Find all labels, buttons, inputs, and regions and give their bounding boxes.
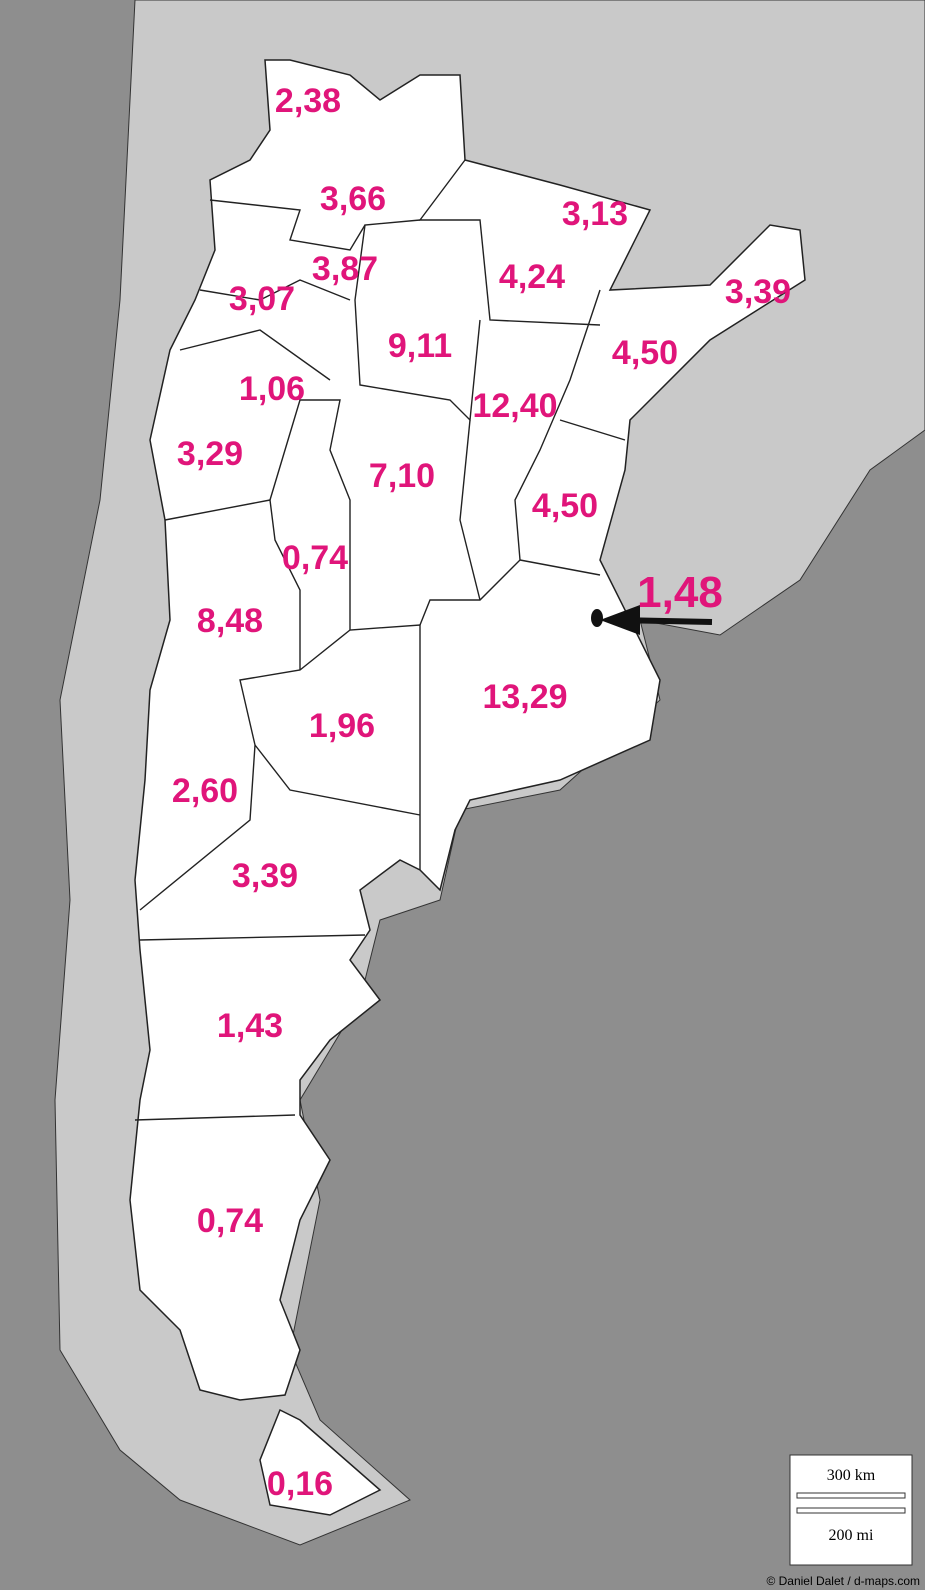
province-value: 2,60 xyxy=(172,772,238,810)
province-value: 1,43 xyxy=(217,1007,283,1045)
province-value: 3,13 xyxy=(562,195,628,233)
province-value: 3,87 xyxy=(312,250,378,288)
province-value: 0,16 xyxy=(267,1465,333,1503)
province-value: 13,29 xyxy=(482,678,567,716)
scale-bar xyxy=(796,1492,906,1499)
tierra-del-fuego xyxy=(259,1408,382,1516)
province-borders xyxy=(134,159,626,1121)
province-value: 0,74 xyxy=(197,1202,263,1240)
province-value: 3,29 xyxy=(177,435,243,473)
province-value: 1,96 xyxy=(309,707,375,745)
capital-dot xyxy=(591,609,603,627)
credit: © Daniel Dalet / d-maps.com xyxy=(766,1574,920,1588)
province-value: 0,74 xyxy=(282,539,348,577)
province-value: 3,39 xyxy=(725,273,791,311)
province-value: 12,40 xyxy=(472,387,557,425)
scale-bar xyxy=(796,1507,906,1514)
province-value: 4,50 xyxy=(532,487,598,525)
province-value: 3,66 xyxy=(320,180,386,218)
province-value: 4,24 xyxy=(499,258,565,296)
province-value: 4,50 xyxy=(612,334,678,372)
province-value: 7,10 xyxy=(369,457,435,495)
province-value: 9,11 xyxy=(388,327,452,365)
province-value: 3,07 xyxy=(229,280,295,318)
argentina xyxy=(129,59,806,1401)
province-value: 1,48 xyxy=(637,568,723,617)
province-value: 1,06 xyxy=(239,370,305,408)
arrow-head xyxy=(600,605,640,635)
province-value: 2,38 xyxy=(275,82,341,120)
scale-mi: 200 mi xyxy=(829,1527,874,1544)
province-value: 3,39 xyxy=(232,857,298,895)
labels: 2,38 3,66 3,13 3,87 4,24 3,39 3,07 9,11 4,50 1,06… xyxy=(172,82,791,1503)
scale-km: 300 km xyxy=(827,1467,876,1484)
province-value: 8,48 xyxy=(197,602,263,640)
